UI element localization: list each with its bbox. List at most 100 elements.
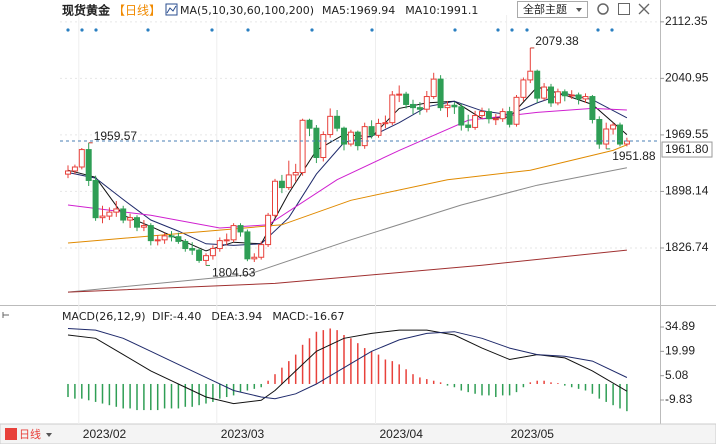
- candle-body: [396, 93, 403, 96]
- candle-body: [189, 248, 196, 251]
- macd-bar: [391, 361, 394, 384]
- settings-icon[interactable]: [597, 3, 609, 15]
- candle-body: [230, 225, 237, 241]
- macd-bar: [219, 383, 221, 399]
- macd-bar: [564, 383, 566, 386]
- macd-bar: [453, 383, 456, 388]
- macd-bar: [432, 380, 435, 384]
- indicator-line: [67, 167, 627, 293]
- macd-bar: [232, 383, 235, 396]
- macd-bar: [488, 383, 490, 396]
- maximize-icon[interactable]: [618, 3, 630, 15]
- macd-bar: [294, 354, 297, 384]
- ma-readout: MA5:1969.94: [322, 4, 395, 17]
- candle-body: [140, 225, 147, 228]
- macd-bar: [322, 330, 325, 384]
- macd-bar: [267, 380, 269, 384]
- candle-body: [423, 96, 430, 110]
- candle-body: [575, 94, 582, 100]
- period-icon[interactable]: [5, 428, 17, 440]
- candle-body: [244, 231, 251, 260]
- high-label: 1959.57: [94, 129, 138, 143]
- date-bar: [0, 423, 716, 444]
- candle-body: [127, 217, 134, 221]
- candle-body: [251, 256, 258, 260]
- period: 【日线】: [113, 4, 161, 18]
- macd-bar: [253, 383, 256, 389]
- ma-icon[interactable]: [165, 3, 178, 16]
- macd-bar: [94, 383, 97, 402]
- macd-bar: [205, 383, 207, 404]
- candle-body: [78, 149, 85, 168]
- indicator-line: [67, 107, 627, 229]
- macd-bar: [515, 383, 518, 393]
- candle-body: [589, 96, 596, 120]
- x-tick-label: 2023/03: [221, 427, 265, 441]
- x-tick-label: 2023/02: [83, 427, 127, 441]
- theme-dropdown[interactable]: [517, 1, 588, 18]
- candle-body: [341, 127, 347, 145]
- macd-bar: [384, 359, 387, 384]
- macd-bar: [557, 383, 559, 384]
- candle-body: [430, 78, 437, 98]
- event-dot: [496, 28, 500, 32]
- candle-body: [347, 131, 354, 145]
- candle-body: [223, 239, 230, 242]
- macd-bar: [350, 338, 352, 384]
- candle-body: [554, 91, 561, 104]
- candle-body: [444, 104, 451, 109]
- macd-bar: [405, 369, 407, 384]
- event-dot: [80, 28, 84, 32]
- macd-bar: [474, 383, 476, 394]
- y-tick-label: 5.08: [665, 368, 689, 382]
- x-tick-label: 2023/05: [511, 427, 555, 441]
- macd-bar: [467, 383, 469, 393]
- event-dot: [66, 28, 70, 32]
- macd-bar: [412, 374, 414, 384]
- macd-bar: [191, 383, 193, 407]
- macd-bar: [101, 383, 104, 404]
- event-dot: [310, 28, 314, 32]
- macd-bar: [570, 383, 573, 388]
- macd-title: MACD(26,12,9): [62, 310, 146, 323]
- macd-bar: [529, 382, 532, 384]
- macd-bar: [170, 383, 173, 409]
- macd-bar: [591, 383, 594, 394]
- macd-bar: [619, 383, 621, 409]
- macd-bar: [626, 383, 628, 412]
- candle-body: [85, 149, 92, 181]
- candle-body: [499, 111, 506, 120]
- candle-body: [320, 134, 327, 159]
- y-tick-label: 19.99: [665, 344, 695, 358]
- y-tick-label: 1898.14: [665, 184, 709, 198]
- macd-bar: [315, 331, 318, 384]
- candle-body: [389, 94, 396, 124]
- event-dot: [525, 28, 529, 32]
- candle-body: [513, 96, 520, 125]
- event-dot: [94, 28, 98, 32]
- dropdown-arrow: [576, 8, 582, 12]
- footer-period[interactable]: 日线: [19, 427, 41, 441]
- candle-body: [375, 122, 382, 136]
- event-dot: [596, 28, 600, 32]
- candle-body: [175, 236, 182, 242]
- macd-bar: [74, 383, 76, 399]
- candle-body: [465, 124, 472, 128]
- macd-bar: [439, 382, 442, 384]
- macd-bar: [288, 361, 290, 384]
- macd-bar: [143, 383, 145, 411]
- macd-bar: [281, 367, 283, 384]
- candle-body: [416, 107, 423, 110]
- macd-bar: [398, 364, 400, 384]
- period-arrow: [46, 433, 52, 437]
- candle-body: [492, 118, 499, 121]
- event-dot: [370, 28, 374, 32]
- macd-bar: [150, 383, 152, 411]
- candle-body: [313, 127, 320, 158]
- candle-body: [285, 174, 292, 189]
- candle-body: [479, 111, 485, 117]
- macd-bar: [246, 383, 249, 391]
- macd-bar: [122, 383, 124, 409]
- close-icon[interactable]: [638, 3, 650, 15]
- candle-body: [327, 115, 334, 136]
